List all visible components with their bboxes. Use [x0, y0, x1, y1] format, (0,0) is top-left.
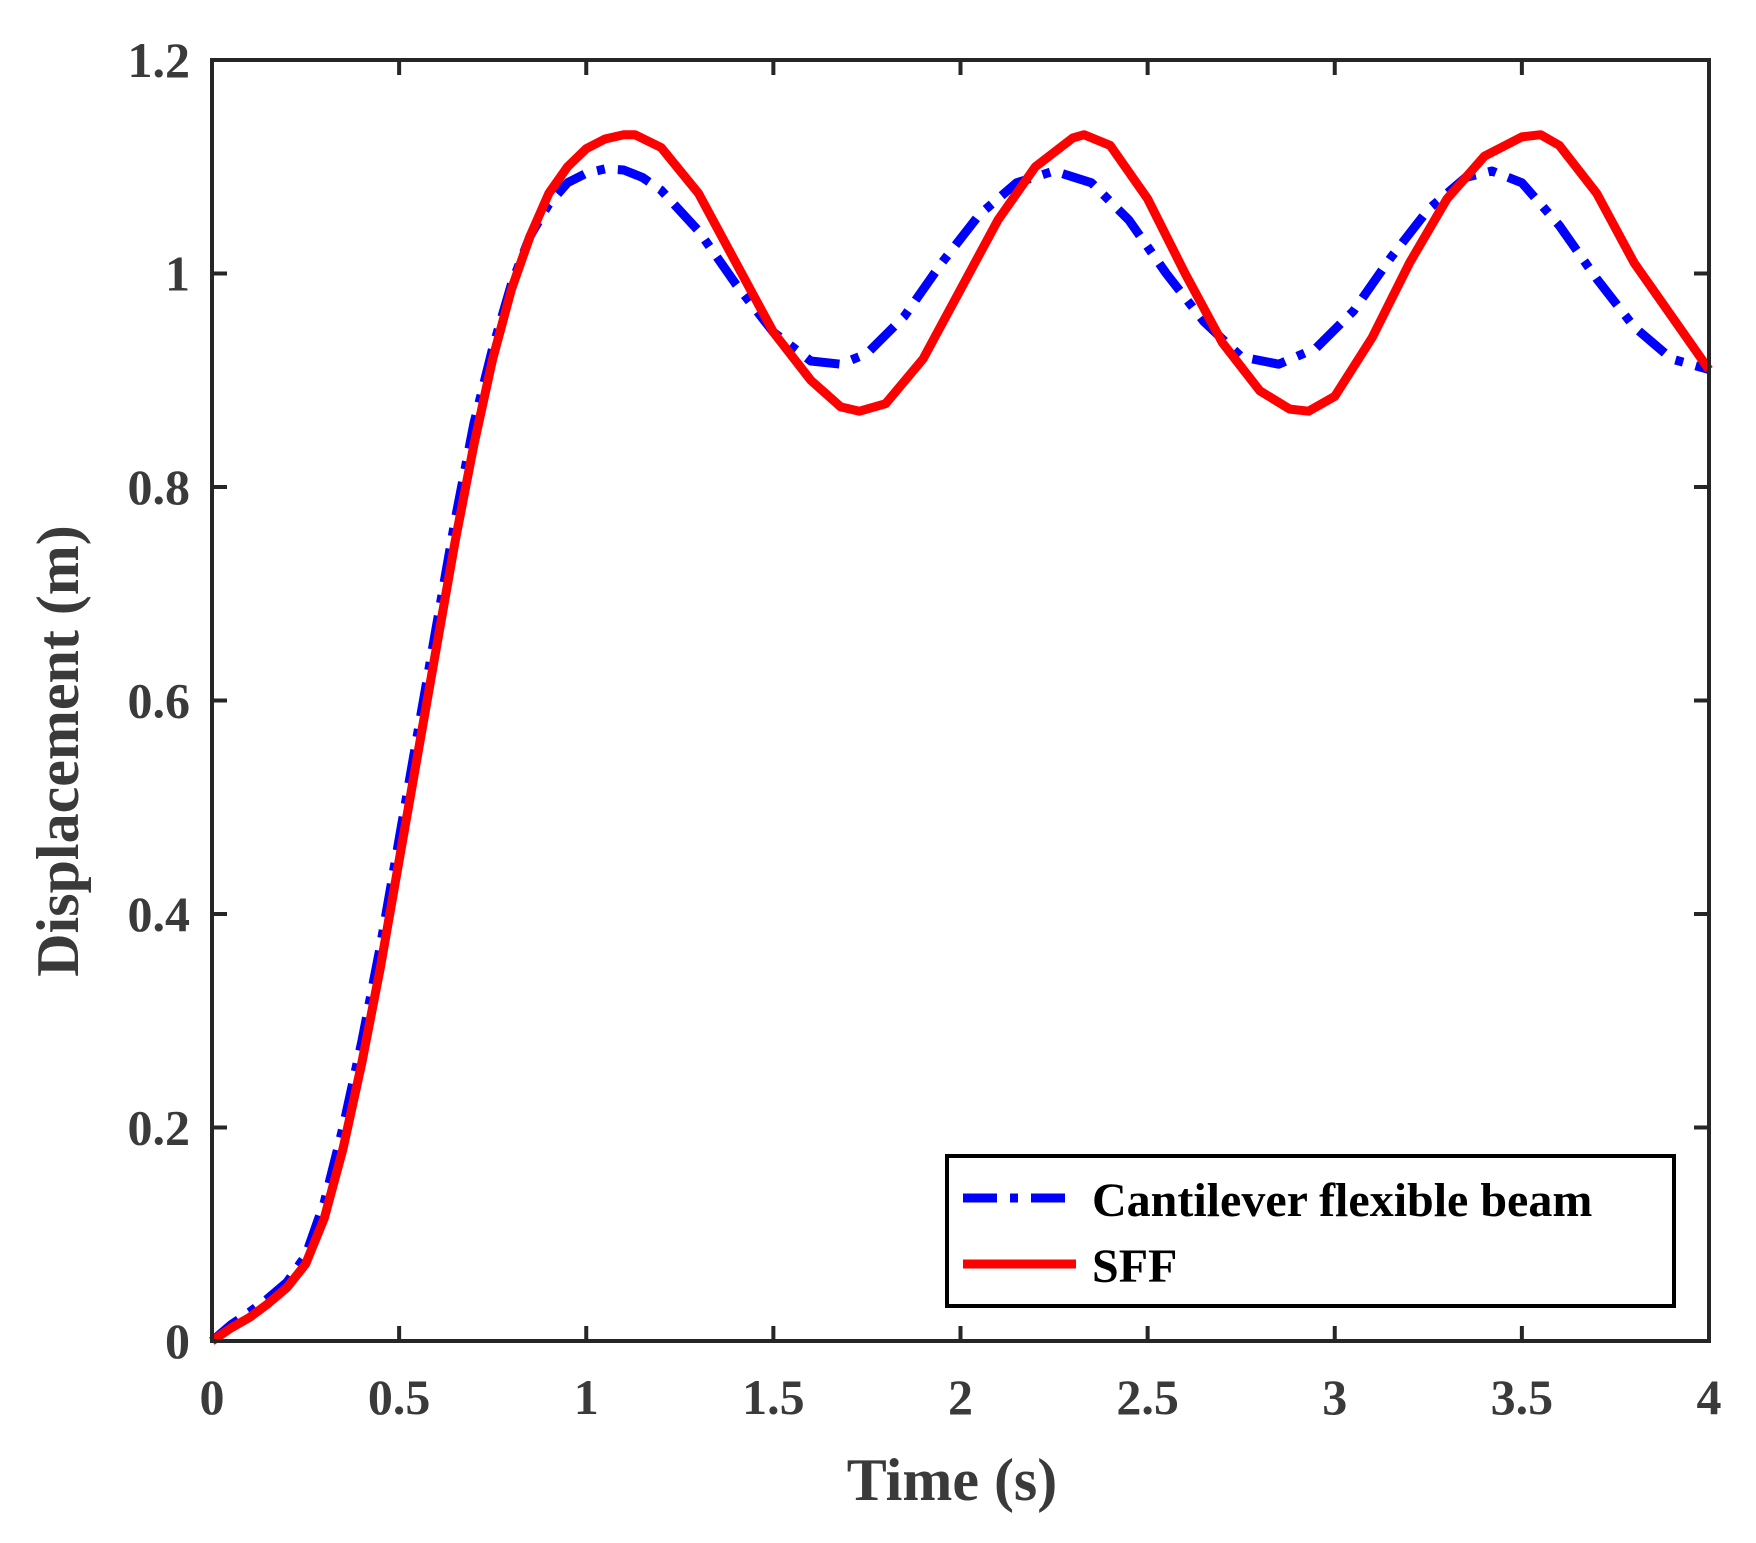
x-tick-label: 2.5: [1116, 1369, 1179, 1425]
legend: Cantilever flexible beam SFF: [945, 1154, 1676, 1308]
y-axis-label: Displacement (m): [25, 525, 91, 977]
y-tick-label: 1.2: [128, 32, 191, 88]
legend-box: [945, 1154, 1676, 1308]
y-tick-label: 0.6: [128, 673, 191, 729]
axes: [210, 58, 1711, 1343]
x-tick-label: 0: [200, 1369, 225, 1425]
x-tick-label: 2: [948, 1369, 973, 1425]
tick-marks: [210, 58, 1711, 1343]
y-tick-label: 0.2: [128, 1100, 191, 1156]
x-tick-label: 0.5: [368, 1369, 431, 1425]
x-tick-label: 3: [1322, 1369, 1347, 1425]
legend-label-cantilever: Cantilever flexible beam: [1092, 1174, 1592, 1227]
plot-area: [209, 130, 1713, 1345]
x-tick-label: 4: [1697, 1369, 1722, 1425]
y-tick-label: 0: [165, 1313, 190, 1369]
y-tick-labels: 0 0.2 0.4 0.6 0.8 1 1.2: [128, 32, 191, 1369]
x-tick-label: 1: [574, 1369, 599, 1425]
x-tick-label: 1.5: [742, 1369, 805, 1425]
x-axis-label: Time (s): [847, 1447, 1058, 1513]
y-tick-label: 0.8: [128, 459, 191, 515]
series-line-sff: [209, 130, 1713, 1345]
x-tick-label: 3.5: [1491, 1369, 1554, 1425]
axes-box: [210, 58, 1711, 1343]
x-tick-labels: 0 0.5 1 1.5 2 2.5 3 3.5 4: [200, 1369, 1722, 1425]
y-tick-label: 0.4: [128, 886, 191, 942]
y-tick-label: 1: [165, 246, 190, 302]
legend-label-sff: SFF: [1092, 1240, 1177, 1293]
